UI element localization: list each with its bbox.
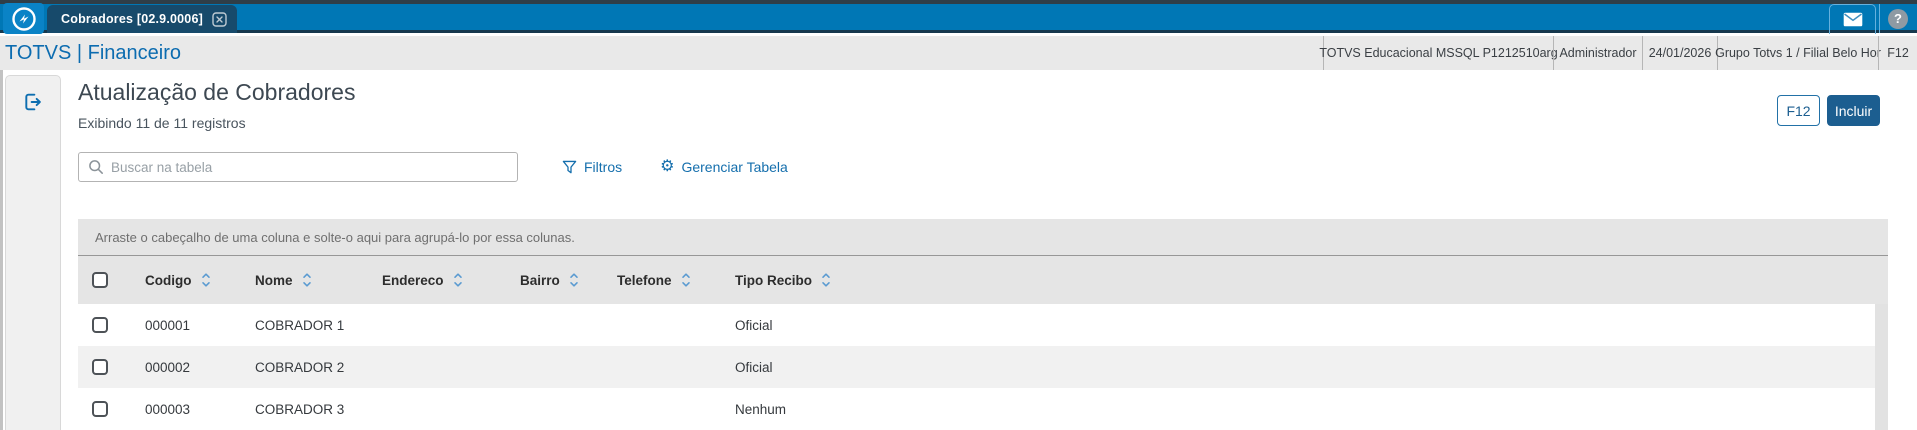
- filters-button[interactable]: Filtros: [562, 159, 622, 175]
- records-count: Exibindo 11 de 11 registros: [78, 115, 246, 131]
- sort-chevrons-icon[interactable]: [453, 272, 463, 288]
- window-top-strip: [0, 0, 1917, 4]
- help-icon: ?: [1894, 11, 1902, 26]
- info-user: Administrador: [1553, 36, 1642, 70]
- manage-table-button[interactable]: ⚙ Gerenciar Tabela: [660, 158, 788, 176]
- table-row[interactable]: 000002 COBRADOR 2 Oficial: [78, 346, 1875, 388]
- group-by-dropzone[interactable]: Arraste o cabeçalho de uma coluna e solt…: [78, 219, 1888, 256]
- environment-info: TOTVS Educacional MSSQL P1212510arg Admi…: [1319, 36, 1917, 70]
- totvs-logo[interactable]: [3, 3, 44, 34]
- table-body: 000001 COBRADOR 1 Oficial 000002 COBRADO…: [78, 304, 1888, 430]
- cell-tipo-recibo: Nenhum: [735, 401, 787, 417]
- column-header-codigo[interactable]: Codigo: [145, 272, 255, 288]
- mail-button[interactable]: [1829, 4, 1876, 34]
- main-content: F12 Incluir Atualização de Cobradores Ex…: [78, 70, 1888, 430]
- column-header-bairro[interactable]: Bairro: [520, 272, 617, 288]
- tab-cobradores[interactable]: Cobradores [02.9.0006]: [47, 5, 237, 33]
- cell-codigo: 000001: [145, 317, 191, 333]
- vertical-scrollbar[interactable]: [1875, 304, 1888, 430]
- cell-nome: COBRADOR 1: [255, 317, 345, 333]
- tab-label: Cobradores [02.9.0006]: [61, 12, 203, 26]
- info-date: 24/01/2026: [1642, 36, 1717, 70]
- f12-button[interactable]: F12: [1777, 95, 1820, 126]
- cell-codigo: 000002: [145, 359, 191, 375]
- sort-chevrons-icon[interactable]: [821, 272, 831, 288]
- cell-tipo-recibo: Oficial: [735, 317, 773, 333]
- column-header-endereco[interactable]: Endereco: [382, 272, 520, 288]
- table-toolbar: Filtros ⚙ Gerenciar Tabela: [78, 152, 1888, 182]
- include-button[interactable]: Incluir: [1827, 95, 1880, 126]
- column-header-nome[interactable]: Nome: [255, 272, 382, 288]
- sidebar: [5, 75, 61, 430]
- info-environment: TOTVS Educacional MSSQL P1212510arg: [1319, 36, 1558, 70]
- cell-codigo: 000003: [145, 401, 191, 417]
- topbar-divider: [1879, 4, 1880, 33]
- exit-button[interactable]: [21, 90, 45, 114]
- row-checkbox[interactable]: [92, 317, 108, 333]
- manage-table-label: Gerenciar Tabela: [681, 159, 788, 175]
- sort-chevrons-icon[interactable]: [569, 272, 579, 288]
- brand-title: TOTVS | Financeiro: [5, 41, 181, 64]
- table-header-row: Codigo Nome Endereco Bairro Telefone: [78, 256, 1888, 304]
- sort-chevrons-icon[interactable]: [302, 272, 312, 288]
- table-row[interactable]: 000001 COBRADOR 1 Oficial: [78, 304, 1875, 346]
- page-actions: F12 Incluir: [1777, 95, 1880, 126]
- info-f12[interactable]: F12: [1878, 36, 1917, 70]
- help-button[interactable]: ?: [1888, 8, 1908, 29]
- cell-nome: COBRADOR 2: [255, 359, 345, 375]
- filter-icon: [562, 160, 577, 173]
- group-by-hint: Arraste o cabeçalho de uma coluna e solt…: [95, 230, 575, 245]
- search-icon: [88, 159, 104, 180]
- close-icon[interactable]: [212, 11, 227, 27]
- mail-icon: [1843, 12, 1862, 27]
- window-left-edge: [0, 70, 3, 430]
- column-header-telefone[interactable]: Telefone: [617, 272, 735, 288]
- header-strip: TOTVS | Financeiro TOTVS Educacional MSS…: [0, 36, 1917, 70]
- row-checkbox[interactable]: [92, 359, 108, 375]
- sort-chevrons-icon[interactable]: [681, 272, 691, 288]
- search-input[interactable]: [78, 152, 518, 182]
- gear-icon: ⚙: [660, 158, 675, 175]
- sort-chevrons-icon[interactable]: [201, 272, 211, 288]
- cell-tipo-recibo: Oficial: [735, 359, 773, 375]
- column-header-tipo-recibo[interactable]: Tipo Recibo: [735, 272, 1888, 288]
- logout-icon: [25, 93, 41, 111]
- cell-nome: COBRADOR 3: [255, 401, 345, 417]
- select-all-checkbox[interactable]: [92, 272, 108, 288]
- info-branch[interactable]: Grupo Totvs 1 / Filial Belo Hor: [1715, 36, 1881, 70]
- page-title: Atualização de Cobradores: [78, 79, 356, 105]
- app-tab-bar: Cobradores [02.9.0006] ?: [0, 3, 1917, 34]
- table-row[interactable]: 000003 COBRADOR 3 Nenhum: [78, 388, 1875, 430]
- totvs-logo-icon: [11, 6, 36, 31]
- row-checkbox[interactable]: [92, 401, 108, 417]
- topbar-right: ?: [1829, 4, 1917, 34]
- topbar: Cobradores [02.9.0006] ?: [0, 0, 1917, 36]
- filters-label: Filtros: [584, 159, 623, 175]
